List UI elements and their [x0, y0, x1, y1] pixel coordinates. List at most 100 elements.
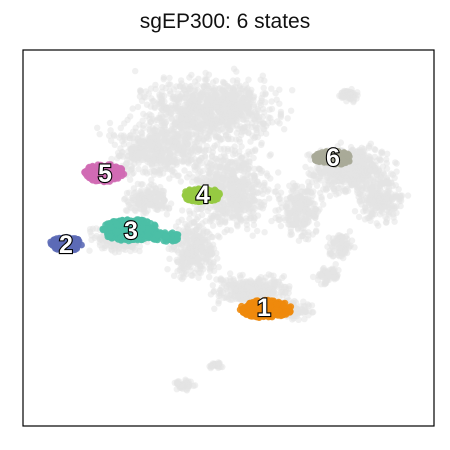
background-cell-point	[253, 129, 260, 137]
state-3-cell-point	[143, 218, 151, 226]
background-cell-point	[297, 222, 305, 229]
background-cell-point	[368, 186, 375, 194]
background-cell-point	[191, 162, 198, 170]
background-cell-point	[310, 172, 317, 179]
background-cell-point	[177, 382, 184, 389]
background-cell-point	[116, 134, 123, 141]
background-cell-point	[236, 84, 244, 91]
background-cell-point	[304, 188, 312, 195]
background-cell-point	[351, 244, 358, 251]
background-cell-point	[235, 136, 243, 143]
background-cell-point	[275, 169, 282, 176]
background-cell-point	[207, 167, 215, 175]
background-cell-point	[378, 149, 385, 156]
background-cell-point	[388, 203, 395, 210]
background-cell-point	[287, 107, 295, 114]
background-cell-point	[249, 148, 256, 155]
background-cell-point	[260, 84, 267, 92]
background-cell-point	[135, 151, 142, 158]
background-cell-point	[111, 141, 119, 148]
background-cell-point	[265, 287, 273, 295]
background-cell-point	[123, 207, 131, 215]
background-cell-point	[266, 106, 273, 113]
background-cell-point	[390, 214, 397, 221]
background-cell-point	[123, 189, 131, 197]
background-cell-point	[313, 220, 321, 228]
background-cell-point	[245, 129, 252, 136]
background-cell-point	[388, 196, 396, 203]
background-cell-point	[307, 166, 314, 173]
background-cell-point	[250, 221, 258, 229]
background-cell-point	[260, 120, 268, 127]
background-cell-point	[134, 180, 141, 188]
state-3-cell-point	[174, 231, 182, 239]
background-cell-point	[246, 90, 253, 97]
background-cell-point	[371, 145, 378, 153]
background-cell-point	[305, 229, 312, 236]
background-cell-point	[170, 272, 178, 279]
background-cell-point	[267, 175, 274, 182]
background-cell-point	[164, 165, 171, 173]
background-cell-point	[212, 117, 220, 124]
background-cell-point	[110, 131, 117, 138]
background-cell-point	[320, 201, 327, 208]
state-3-cell-point	[162, 232, 170, 240]
background-cell-point	[398, 192, 406, 199]
background-cell-point	[375, 222, 382, 229]
background-cell-point	[186, 83, 194, 90]
background-cell-point	[190, 234, 197, 242]
background-cell-point	[244, 205, 251, 212]
background-cell-point	[223, 157, 230, 164]
background-cell-point	[354, 189, 361, 197]
background-cell-point	[271, 188, 278, 195]
background-cell-point	[210, 79, 217, 86]
background-cell-point	[261, 229, 268, 236]
background-cell-point	[231, 111, 239, 118]
background-cell-point	[204, 97, 211, 105]
background-cell-point	[299, 232, 306, 239]
background-cell-point	[107, 137, 115, 144]
background-cell-point	[134, 156, 141, 164]
background-cell-point	[268, 85, 275, 92]
background-cell-point	[164, 155, 171, 162]
background-cell-point	[369, 176, 377, 183]
background-cell-point	[256, 166, 264, 173]
state-3-cell-point	[114, 228, 122, 236]
background-cell-point	[247, 138, 254, 145]
background-cell-point	[313, 182, 321, 189]
background-cell-point	[220, 87, 228, 95]
background-cell-point	[312, 214, 319, 222]
background-cell-point	[384, 150, 391, 157]
background-cell-point	[223, 99, 230, 107]
background-cell-point	[161, 197, 168, 204]
background-cell-point	[179, 207, 186, 214]
background-cell-point	[353, 172, 360, 179]
background-cell-point	[233, 218, 241, 225]
background-cell-point	[171, 152, 178, 159]
background-cell-point	[96, 131, 103, 138]
background-cell-point	[165, 81, 172, 88]
background-cell-point	[371, 166, 378, 173]
background-cell-point	[330, 185, 338, 192]
background-cell-point	[253, 113, 260, 120]
background-cell-point	[147, 103, 154, 110]
background-cell-point	[183, 134, 190, 141]
background-cell-point	[136, 93, 144, 100]
background-cell-point	[176, 105, 183, 113]
background-cell-point	[309, 207, 316, 214]
background-cell-point	[174, 134, 181, 141]
background-cell-point	[137, 87, 144, 95]
background-cell-point	[162, 118, 170, 126]
background-cell-point	[248, 291, 255, 299]
background-cell-point	[288, 188, 295, 195]
background-cell-point	[227, 227, 235, 234]
background-cell-point	[228, 135, 235, 143]
background-cell-point	[204, 91, 212, 99]
background-cell-point	[275, 206, 282, 214]
background-cell-point	[184, 174, 191, 181]
background-cell-point	[224, 147, 232, 155]
background-cell-point	[201, 129, 209, 137]
background-cell-point	[211, 142, 218, 149]
state-3-cell-point	[154, 231, 162, 239]
background-cell-point	[234, 159, 241, 166]
